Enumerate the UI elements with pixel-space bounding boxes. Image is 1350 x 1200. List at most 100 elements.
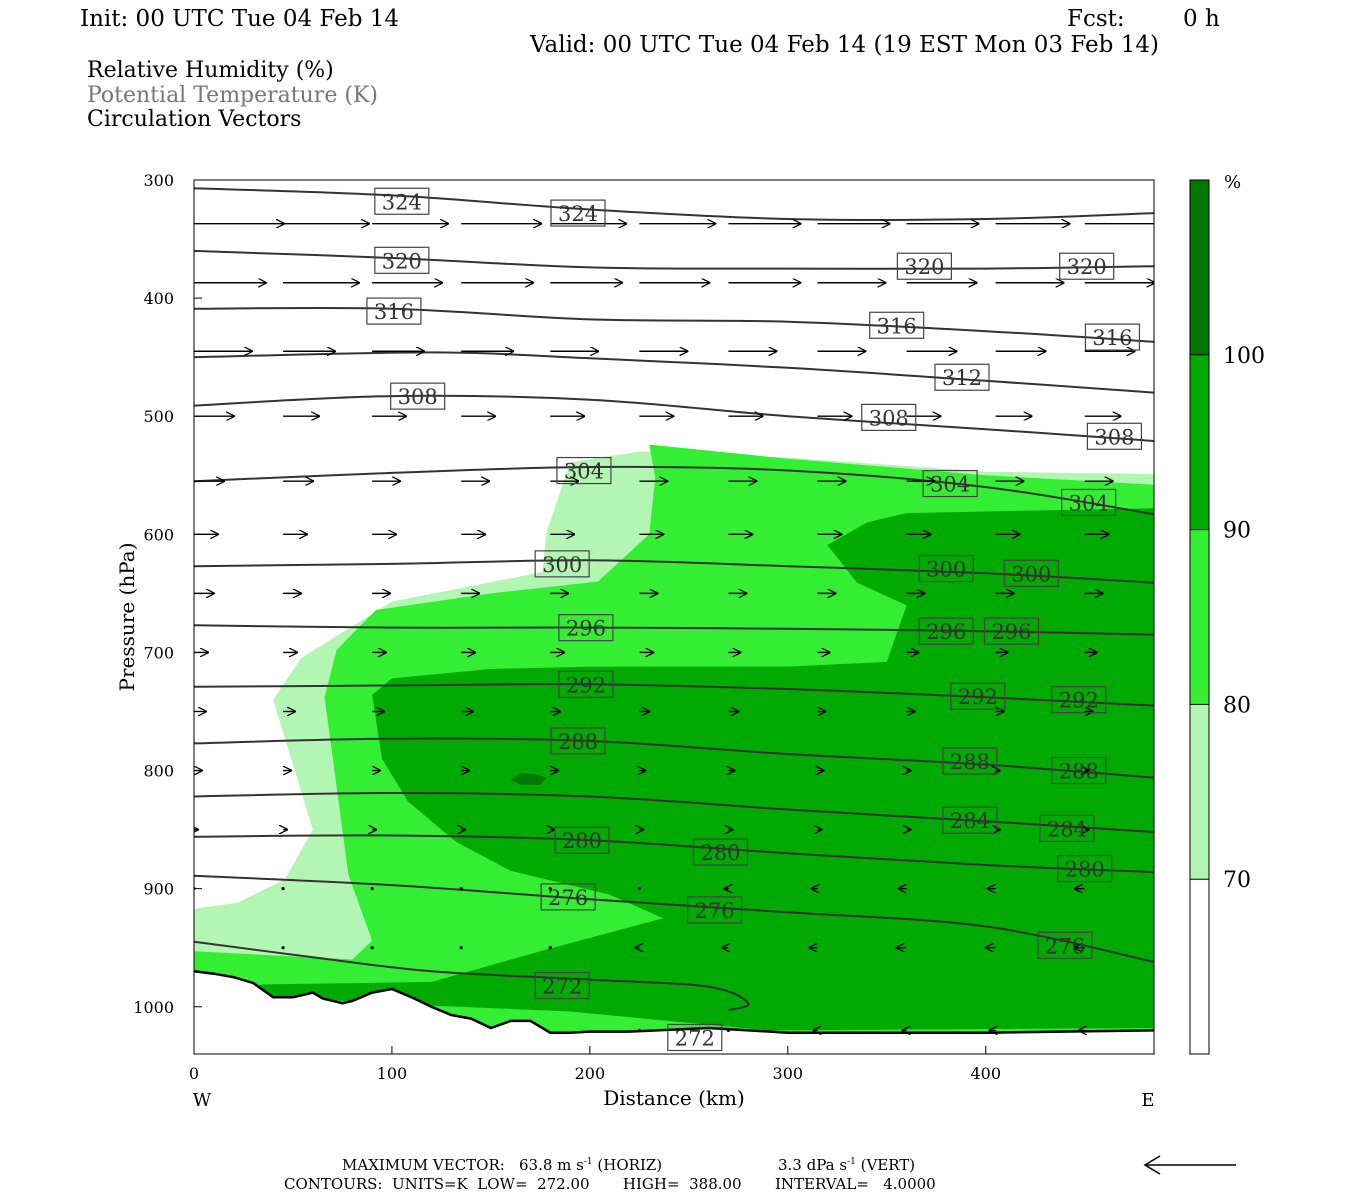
theta-label-300: 300	[918, 554, 974, 583]
contour-label-text: 300	[1011, 562, 1051, 586]
forecast-label: Fcst:	[1067, 6, 1125, 32]
contour-label-box	[550, 727, 606, 755]
rh-region-90-100	[194, 508, 1154, 1031]
cross-section-chart: 324 324 320 320 320 316 316 316 312 308 308 308 304 3…	[115, 171, 1265, 1111]
contour-label-text: 316	[374, 300, 414, 324]
max-vector-label: MAXIMUM VECTOR:	[342, 1156, 505, 1174]
contour-label-text: 300	[542, 553, 582, 577]
theta-label-308: 308	[1086, 422, 1143, 450]
colorbar-segment	[1190, 879, 1209, 1054]
theta-label-296: 296	[918, 617, 974, 645]
contour-label-text: 280	[700, 841, 740, 865]
theta-label-272: 272	[667, 1023, 723, 1052]
theta-label-276: 276	[686, 896, 743, 924]
contour-label-box	[550, 199, 606, 227]
theta-contour-324	[194, 187, 1154, 221]
forecast-hour: 0 h	[1183, 6, 1220, 32]
terrain-line	[194, 970, 1154, 1034]
contour-label-box	[374, 246, 430, 274]
contour-label-text: 304	[930, 473, 970, 497]
theta-label-308: 308	[390, 382, 446, 410]
x-tick-label: 400	[970, 1064, 1001, 1083]
contour-label-box	[558, 614, 614, 642]
circulation-vector	[370, 946, 374, 950]
theta-label-292: 292	[558, 670, 614, 698]
theta-label-280: 280	[692, 838, 749, 866]
contour-info: CONTOURS: UNITS=K LOW= 272.00 HIGH= 388.…	[284, 1175, 936, 1193]
y-tick-label: 400	[143, 289, 174, 308]
contour-label-text: 324	[558, 202, 598, 226]
legend-circulation-vectors: Circulation Vectors	[87, 107, 302, 132]
contour-label-box	[934, 363, 990, 391]
theta-label-284: 284	[1039, 814, 1095, 843]
contour-label-box	[942, 806, 998, 834]
theta-label-292: 292	[950, 682, 1006, 710]
theta-label-320: 320	[374, 246, 430, 274]
theta-label-304: 304	[1061, 488, 1117, 517]
theta-label-288: 288	[942, 747, 998, 775]
y-tick-label: 900	[143, 880, 174, 899]
theta-contour-296	[194, 624, 1154, 636]
theta-label-296: 296	[558, 614, 614, 642]
circulation-vector	[459, 946, 463, 950]
contour-label-text: 272	[675, 1026, 715, 1050]
colorbar-frame	[1189, 179, 1210, 1055]
contour-label-text: 296	[991, 620, 1031, 644]
contour-label-text: 280	[562, 829, 602, 853]
theta-contour-280	[194, 834, 1154, 874]
contour-label-text: 284	[950, 809, 990, 833]
contour-label-text: 272	[542, 974, 582, 998]
colorbar-segment	[1190, 180, 1209, 355]
contour-label-box	[540, 883, 596, 911]
theta-label-300: 300	[1003, 559, 1059, 587]
contour-label-text: 300	[926, 558, 966, 582]
theta-label-292: 292	[1051, 686, 1107, 714]
contour-label-text: 292	[958, 685, 998, 709]
theta-label-316: 316	[869, 311, 925, 339]
east-label: E	[1141, 1090, 1154, 1111]
contour-label-box	[1057, 854, 1113, 883]
theta-label-284: 284	[942, 806, 998, 834]
contour-label-text: 316	[1092, 326, 1132, 350]
circulation-vector	[548, 887, 552, 891]
contour-label-text: 308	[398, 385, 438, 409]
x-axis-title: Distance (km)	[603, 1086, 745, 1110]
legend-potential-temperature: Potential Temperature (K)	[87, 83, 378, 108]
colorbar-level-label: 80	[1223, 693, 1251, 718]
contour-label-box	[869, 311, 925, 339]
contour-label-box	[1039, 814, 1095, 843]
contour-label-box	[918, 617, 974, 645]
contour-label-box	[692, 838, 749, 866]
contour-label-text: 288	[558, 730, 598, 754]
contour-label-box	[983, 617, 1040, 645]
theta-label-280: 280	[1057, 854, 1113, 883]
theta-label-304: 304	[556, 456, 612, 485]
contour-label-box	[1086, 422, 1143, 450]
theta-label-308: 308	[861, 403, 917, 431]
colorbar-segment	[1190, 354, 1209, 530]
circulation-vector	[459, 887, 463, 891]
theta-label-296: 296	[983, 617, 1040, 645]
contour-label-box	[1003, 559, 1059, 587]
contour-label-box	[554, 826, 610, 854]
colorbar-unit: %	[1224, 172, 1241, 193]
circulation-vector	[637, 887, 641, 891]
contour-label-box	[534, 971, 590, 1000]
contour-label-box	[861, 403, 917, 431]
contour-label-box	[667, 1023, 723, 1052]
colorbar-segment	[1190, 704, 1209, 880]
theta-contour-316	[194, 306, 1154, 343]
theta-label-324: 324	[550, 199, 606, 227]
contour-label-text: 296	[566, 617, 606, 641]
theta-contour-320	[194, 249, 1154, 270]
contour-label-box	[556, 456, 612, 485]
rh-region-100+	[510, 772, 547, 785]
contour-label-text: 308	[1094, 425, 1134, 449]
contour-label-box	[1061, 488, 1117, 517]
contour-label-box	[366, 297, 422, 325]
contour-label-box	[390, 382, 446, 410]
colorbar-segment	[1190, 529, 1209, 705]
theta-contour-312	[194, 351, 1154, 394]
contour-label-text: 312	[942, 366, 982, 390]
contour-label-text: 276	[695, 899, 735, 923]
